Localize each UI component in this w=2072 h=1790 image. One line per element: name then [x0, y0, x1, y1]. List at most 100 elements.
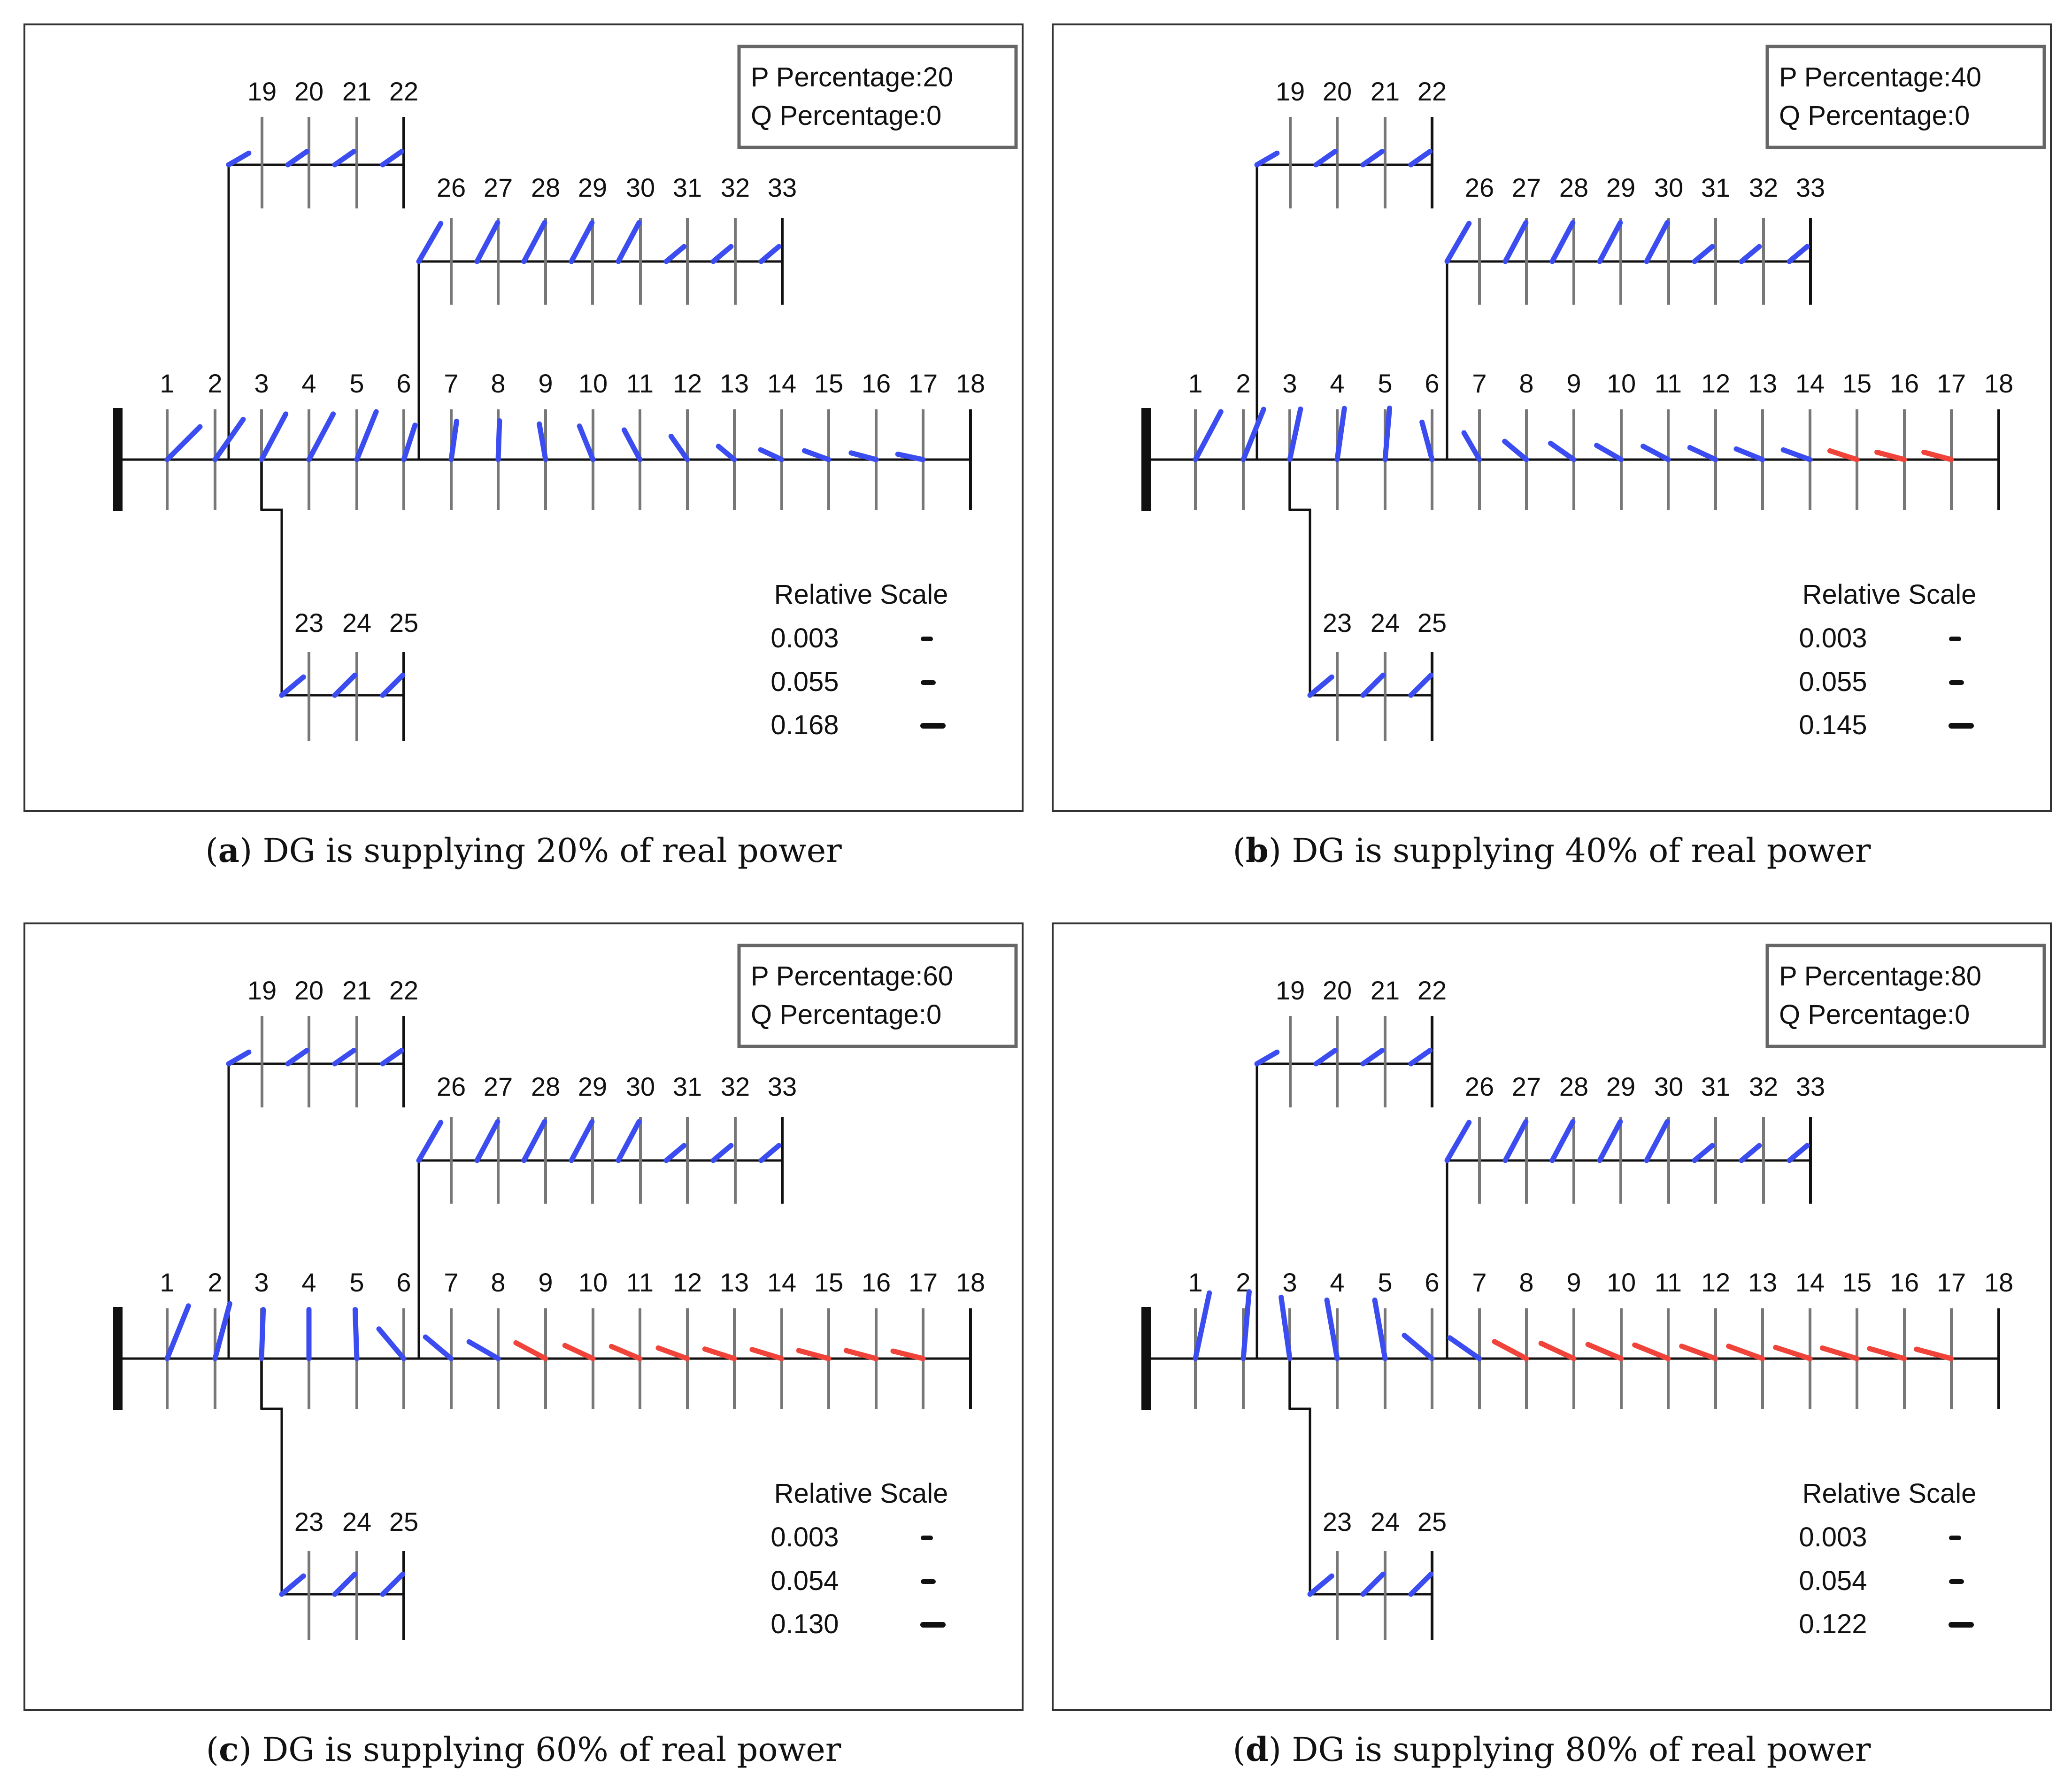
bus-label: 25 [1417, 1507, 1447, 1536]
bus-label: 18 [956, 369, 985, 398]
bus-label: 2 [208, 369, 222, 398]
bus-label: 5 [1378, 1268, 1392, 1297]
bus-label: 13 [720, 369, 749, 398]
bus-label: 3 [1282, 1268, 1297, 1297]
bus-label: 25 [389, 1507, 418, 1536]
flow-arrow [521, 1119, 547, 1163]
bus-label: 21 [342, 77, 371, 106]
bus-label: 24 [1371, 608, 1400, 638]
flow-arrow [1287, 406, 1303, 462]
flow-arrow [1360, 1048, 1385, 1067]
p-percentage-text: P Percentage:40 [1779, 62, 1981, 92]
flow-arrow [1492, 1339, 1529, 1361]
flow-arrow [1360, 672, 1386, 698]
bus-label: 20 [294, 976, 324, 1005]
bus-label: 26 [437, 1072, 466, 1101]
flow-arrow [1254, 1049, 1280, 1067]
flow-arrow [702, 1346, 737, 1361]
flow-arrow [1240, 407, 1266, 462]
flow-arrow [1382, 405, 1393, 462]
flow-arrow [285, 149, 310, 168]
flow-arrow [1787, 244, 1810, 264]
bus-label: 23 [294, 608, 324, 638]
bus-label: 7 [1472, 369, 1487, 398]
bus-label: 2 [208, 1268, 222, 1297]
bus-label: 17 [909, 1268, 938, 1297]
caption-letter: d [1245, 1730, 1269, 1769]
bus-label: 16 [862, 1268, 891, 1297]
bus-label: 5 [1378, 369, 1392, 398]
bus-label: 6 [1425, 1268, 1439, 1297]
lateral-lower-line [1288, 1359, 1432, 1596]
flow-arrow [1444, 221, 1472, 264]
scale-value: 0.003 [770, 623, 839, 653]
scale-title: Relative Scale [1802, 579, 1977, 610]
flow-arrow [226, 150, 252, 168]
flow-arrow [279, 1573, 306, 1597]
scale-title: Relative Scale [1802, 1478, 1977, 1509]
flow-arrow [164, 424, 203, 462]
bus-label: 1 [1188, 1268, 1202, 1297]
scale-value: 0.130 [770, 1609, 839, 1639]
flow-arrow [1921, 449, 1954, 462]
bus-label: 29 [578, 173, 607, 202]
bus-label: 9 [538, 1268, 553, 1297]
bus-label: 1 [160, 1268, 174, 1297]
scale-value: 0.168 [770, 710, 839, 740]
bus-label: 17 [1937, 369, 1966, 398]
bus-label: 4 [1330, 1268, 1344, 1297]
bus-label: 33 [1796, 173, 1825, 202]
flow-arrow [226, 1049, 252, 1067]
flow-arrow [1594, 443, 1624, 462]
percentage-box [1765, 45, 2046, 149]
flow-arrow [279, 674, 306, 698]
scale-title: Relative Scale [774, 1478, 948, 1509]
caption-letter: c [219, 1730, 239, 1769]
flow-arrow [306, 411, 336, 462]
bus-label: 1 [1188, 369, 1202, 398]
flow-arrow [212, 1301, 232, 1361]
flow-arrow [1548, 440, 1577, 462]
flow-arrow [663, 1143, 687, 1163]
bus-label: 22 [389, 77, 418, 106]
bus-label: 27 [484, 173, 513, 202]
flow-arrow [1733, 446, 1765, 462]
lateral-lower-line [260, 460, 404, 697]
percentage-box [1765, 944, 2046, 1048]
lateral-right-line [1432, 1159, 1810, 1360]
bus-label: 28 [531, 1072, 560, 1101]
bus-label: 20 [1323, 77, 1352, 106]
scale-value: 0.055 [1799, 667, 1867, 697]
flow-arrow [1632, 1342, 1671, 1361]
panel-c: 1 2 3 4 5 6 7 8 9 10 11 12 13 14 15 16 17 18 19 20 21 22 26 27 2… [23, 922, 1024, 1711]
flow-arrow [332, 1571, 358, 1597]
flow-arrow [1334, 406, 1347, 462]
bus-label: 6 [396, 1268, 411, 1297]
flow-arrow [332, 1048, 357, 1067]
flow-arrow [474, 1119, 501, 1163]
bus-label: 14 [767, 369, 796, 398]
caption-d: (d) DG is supplying 80% of real power [1232, 1730, 1871, 1769]
scale-value: 0.145 [1799, 710, 1867, 740]
bus-label: 31 [673, 1072, 702, 1101]
flow-arrow [716, 444, 737, 462]
flow-arrow [416, 1120, 444, 1163]
flow-arrow [710, 244, 734, 264]
bus-label: 24 [1371, 1507, 1400, 1536]
bus-label: 31 [1701, 1072, 1730, 1101]
flow-arrow [843, 1348, 879, 1361]
p-percentage-text: P Percentage:20 [751, 62, 953, 92]
bus-label: 30 [1654, 173, 1683, 202]
p-percentage-text: P Percentage:80 [1779, 961, 1981, 991]
bus-label: 16 [1890, 369, 1919, 398]
flow-arrow [663, 244, 687, 264]
flow-arrow [1360, 149, 1385, 168]
caption-letter: a [218, 831, 239, 870]
flow-arrow [259, 411, 289, 462]
flow-arrow [1444, 1120, 1472, 1163]
flow-arrow [1827, 448, 1860, 462]
bus-label: 31 [673, 173, 702, 202]
panel-b: 1 2 3 4 5 6 7 8 9 10 11 12 13 14 15 16 17 18 19 20 21 22 26 27 2… [1052, 23, 2052, 812]
bus-label: 1 [160, 369, 174, 398]
